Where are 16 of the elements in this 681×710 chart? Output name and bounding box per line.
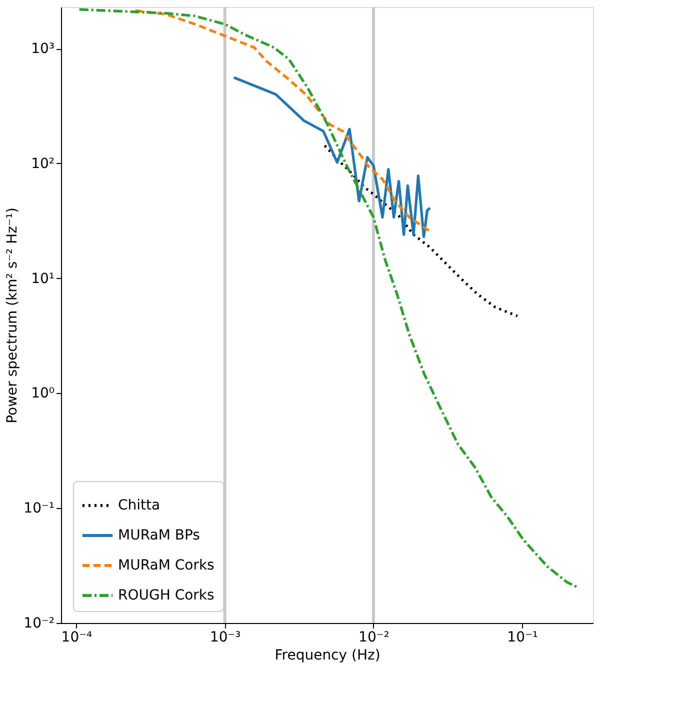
y-tick-label: 10⁻² bbox=[24, 616, 54, 632]
y-tick-label: 10² bbox=[31, 156, 54, 172]
x-axis-title: Frequency (Hz) bbox=[274, 648, 380, 664]
x-tick-label: 10⁻⁴ bbox=[61, 630, 93, 646]
legend-label: Chitta bbox=[118, 498, 160, 514]
x-tick-label: 10⁻³ bbox=[210, 630, 241, 646]
y-tick-label: 10¹ bbox=[31, 270, 54, 287]
legend-label: MURaM BPs bbox=[118, 528, 200, 544]
legend-label: ROUGH Corks bbox=[118, 588, 214, 604]
y-tick-label: 10⁰ bbox=[31, 386, 55, 402]
y-axis-title: Power spectrum (km² s⁻² Hz⁻¹) bbox=[4, 208, 21, 424]
y-tick-label: 10⁻¹ bbox=[24, 500, 54, 517]
y-tick-label: 10³ bbox=[31, 41, 54, 58]
legend-label: MURaM Corks bbox=[118, 558, 214, 574]
x-tick-label: 10⁻¹ bbox=[507, 630, 538, 646]
x-tick-label: 10⁻² bbox=[358, 630, 390, 646]
